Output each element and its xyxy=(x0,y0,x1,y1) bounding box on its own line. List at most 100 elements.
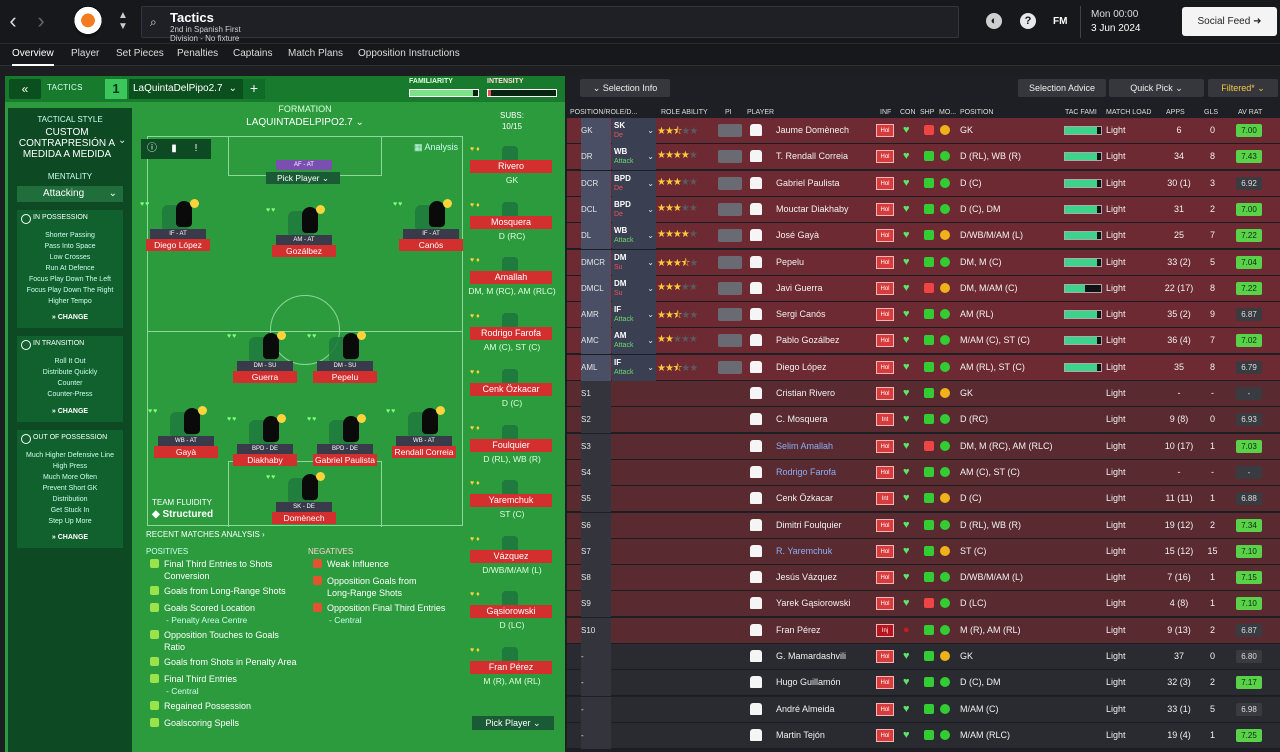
row-player-name[interactable]: Martin Tejón xyxy=(776,730,825,740)
sub-slot[interactable]: ♥♦ Amallah DM, M (RC), AM (RLC) xyxy=(468,257,556,312)
row-slot[interactable]: - xyxy=(581,723,611,749)
sub-player-name[interactable]: Rodrigo Farofa xyxy=(470,327,552,340)
table-row[interactable]: S8 Jesús Vázquez Hol ♥ D/WB/M/AM (L) Light 7 (… xyxy=(567,565,1280,591)
row-info-badge[interactable]: Int xyxy=(876,492,894,505)
row-slot[interactable]: GK xyxy=(581,118,611,144)
change-oop-button[interactable]: » CHANGE xyxy=(51,534,89,541)
globe-icon[interactable]: ◐ xyxy=(986,13,1002,29)
row-player-name[interactable]: Fran Pérez xyxy=(776,625,821,635)
row-slot[interactable]: - xyxy=(581,644,611,670)
row-info-badge[interactable]: Hol xyxy=(876,597,894,610)
tab-set-pieces[interactable]: Set Pieces xyxy=(116,48,164,59)
row-player-name[interactable]: Rodrigo Farofa xyxy=(776,467,837,477)
row-info-badge[interactable]: Hol xyxy=(876,440,894,453)
pitch-slot-dcl[interactable]: ♥♥ BPD - DE Diakhaby xyxy=(227,414,303,480)
sub-slot[interactable]: ♥♦ Yaremchuk ST (C) xyxy=(468,480,556,535)
row-info-badge[interactable]: Hol xyxy=(876,124,894,137)
row-player-name[interactable]: R. Yaremchuk xyxy=(776,546,833,556)
slot-player-name[interactable]: Gozálbez xyxy=(272,245,336,257)
table-row[interactable]: S1 Cristian Rivero Hol ♥ GK Light - - - xyxy=(567,381,1280,407)
row-info-badge[interactable]: Hol xyxy=(876,466,894,479)
player-instructions-icon[interactable] xyxy=(718,229,742,242)
row-player-name[interactable]: Pepelu xyxy=(776,257,805,267)
chevron-down-icon[interactable]: ⌄ xyxy=(118,135,127,146)
table-row[interactable]: S6 Dimitri Foulquier Hol ♥ D (RL), WB (R) Lig… xyxy=(567,513,1280,539)
tab-match-plans[interactable]: Match Plans xyxy=(288,48,344,59)
row-slot[interactable]: DCR xyxy=(581,171,611,197)
page-title-box[interactable]: ⌕ Tactics 2nd in Spanish First Division … xyxy=(141,6,959,52)
row-info-badge[interactable]: Hol xyxy=(876,177,894,190)
header-inf[interactable]: INF xyxy=(880,109,892,116)
recent-matches-analysis-link[interactable]: RECENT MATCHES ANALYSIS › xyxy=(146,530,265,539)
header-role-ability[interactable]: ROLE ABILITY xyxy=(661,109,708,116)
club-crest[interactable] xyxy=(74,6,102,38)
player-instructions-icon[interactable] xyxy=(718,361,742,374)
row-role-select[interactable]: WB Attack ⌄ xyxy=(612,144,656,170)
social-feed-button[interactable]: Social Feed ➜ xyxy=(1182,7,1277,36)
table-row[interactable]: AML IF Attack ⌄ ★★⯪★★ Diego López Hol ♥ AM (RL),… xyxy=(567,355,1280,381)
row-slot[interactable]: AML xyxy=(581,355,611,381)
header-shp[interactable]: SHP xyxy=(920,109,935,116)
table-row[interactable]: S7 R. Yaremchuk Hol ♥ ST (C) Light 15 (12) 15 7.… xyxy=(567,539,1280,565)
player-instructions-icon[interactable] xyxy=(718,203,742,216)
slot-player-name[interactable]: Gayà xyxy=(154,446,218,458)
row-info-badge[interactable]: Hol xyxy=(876,676,894,689)
player-instructions-icon[interactable] xyxy=(718,124,742,137)
sub-slot[interactable]: ♥♦ Rivero GK xyxy=(468,146,556,201)
sub-player-name[interactable]: Vázquez xyxy=(470,550,552,563)
row-info-badge[interactable]: Hol xyxy=(876,334,894,347)
sub-player-name[interactable]: Gąsiorowski xyxy=(470,605,552,618)
row-player-name[interactable]: Javi Guerra xyxy=(776,283,823,293)
sub-slot[interactable]: ♥♦ Foulquier D (RL), WB (R) xyxy=(468,425,556,480)
header-position[interactable]: POSITION xyxy=(960,109,994,116)
sub-pick-player-select[interactable]: Pick Player ⌄ xyxy=(472,716,554,730)
selection-advice-button[interactable]: Selection Advice xyxy=(1018,79,1106,97)
row-slot[interactable]: S3 xyxy=(581,434,611,460)
tab-captains[interactable]: Captains xyxy=(233,48,273,59)
header-tac-fami[interactable]: TAC FAMI xyxy=(1065,109,1097,116)
row-player-name[interactable]: G. Mamardashvili xyxy=(776,651,847,661)
row-slot[interactable]: DMCR xyxy=(581,250,611,276)
slot-player-name[interactable]: Diego López xyxy=(146,239,210,251)
slot-player-name[interactable]: Canós xyxy=(399,239,463,251)
table-row[interactable]: AMR IF Attack ⌄ ★★⯪★★ Sergi Canós Hol ♥ AM (RL) L… xyxy=(567,302,1280,328)
sub-slot[interactable]: ♥♦ Fran Pérez M (R), AM (RL) xyxy=(468,647,556,702)
row-player-name[interactable]: Hugo Guillamón xyxy=(776,677,841,687)
change-transition-button[interactable]: » CHANGE xyxy=(51,408,89,415)
row-info-badge[interactable]: Hol xyxy=(876,308,894,321)
player-instructions-icon[interactable] xyxy=(718,282,742,295)
table-row[interactable]: - Hugo Guillamón Hol ♥ D (C), DM Light 32 (3) 2… xyxy=(567,670,1280,696)
selection-info-button[interactable]: ⌄ Selection Info xyxy=(580,79,670,97)
pitch-slot-amc[interactable]: ♥♥ AM - AT Gozálbez xyxy=(266,205,342,271)
player-instructions-icon[interactable] xyxy=(718,150,742,163)
bar-chart-icon[interactable]: ▮ xyxy=(171,143,177,154)
mentality-select[interactable]: Attacking ⌄ xyxy=(17,186,123,202)
tactical-style-value[interactable]: CUSTOM CONTRAPRESIÓN A MEDIDA A MEDIDA xyxy=(18,127,116,160)
sub-player-name[interactable]: Rivero xyxy=(470,160,552,173)
slot-player-name[interactable]: Pepelu xyxy=(313,371,377,383)
row-info-badge[interactable]: Hol xyxy=(876,519,894,532)
collapse-icon[interactable]: « xyxy=(9,79,41,99)
row-info-badge[interactable]: Hol xyxy=(876,150,894,163)
analysis-button[interactable]: ▦ Analysis xyxy=(414,142,458,153)
row-player-name[interactable]: C. Mosquera xyxy=(776,414,828,424)
help-icon[interactable]: ? xyxy=(1020,13,1036,29)
row-info-badge[interactable]: Hol xyxy=(876,387,894,400)
row-player-name[interactable]: Cristian Rivero xyxy=(776,388,836,398)
row-info-badge[interactable]: Hol xyxy=(876,282,894,295)
tab-opposition-instructions[interactable]: Opposition Instructions xyxy=(358,48,460,59)
row-role-select[interactable]: IF Attack ⌄ xyxy=(612,355,656,381)
row-info-badge[interactable]: Hol xyxy=(876,361,894,374)
row-role-select[interactable]: BPD De ⌄ xyxy=(612,171,656,197)
row-player-name[interactable]: Gabriel Paulista xyxy=(776,178,840,188)
row-role-select[interactable]: DM Su ⌄ xyxy=(612,250,656,276)
table-row[interactable]: GK SK De ⌄ ★★⯪★★ Jaume Domènech Hol ♥ GK Light 6 0 7… xyxy=(567,118,1280,144)
row-slot[interactable]: S2 xyxy=(581,407,611,433)
sub-slot[interactable]: ♥♦ Rodrigo Farofa AM (C), ST (C) xyxy=(468,313,556,368)
sub-player-name[interactable]: Fran Pérez xyxy=(470,661,552,674)
row-info-badge[interactable]: Int xyxy=(876,413,894,426)
table-row[interactable]: - André Almeida Hol ♥ M/AM (C) Light 33 (1) 5 6.… xyxy=(567,697,1280,723)
row-player-name[interactable]: Jesús Vázquez xyxy=(776,572,838,582)
row-player-name[interactable]: Sergi Canós xyxy=(776,309,826,319)
row-role-select[interactable]: DM Su ⌄ xyxy=(612,276,656,302)
